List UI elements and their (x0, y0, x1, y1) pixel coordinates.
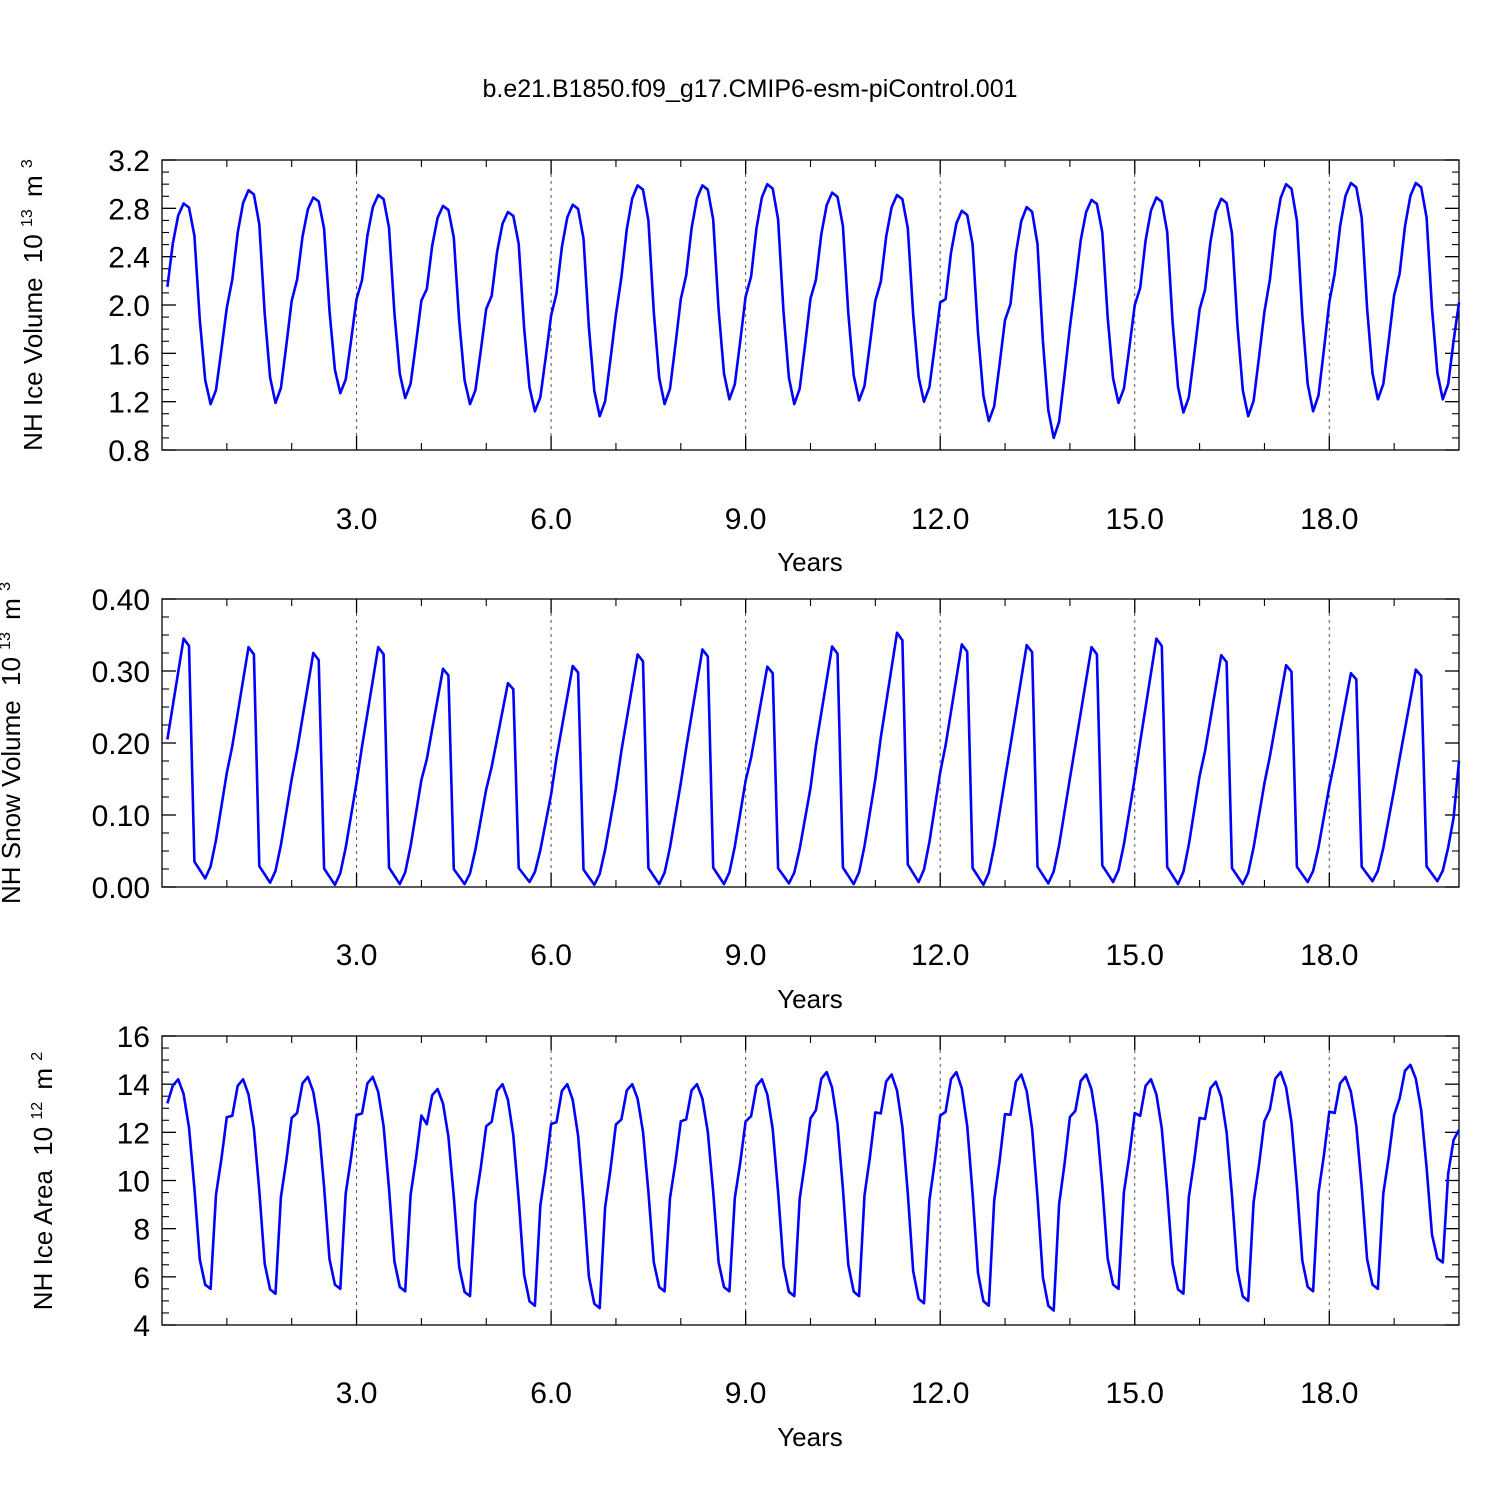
y-tick-label: 10 (117, 1166, 150, 1199)
x-tick-label: 12.0 (911, 939, 969, 972)
y-tick-label: 0.00 (92, 872, 150, 905)
y-axis-unit: m (0, 598, 26, 620)
y-axis-unit-base: 10 (18, 234, 48, 263)
y-axis-unit: m (18, 175, 48, 197)
x-tick-label: 9.0 (725, 939, 767, 972)
x-tick-label: 6.0 (530, 503, 572, 536)
y-axis-unit-base: 10 (0, 657, 26, 686)
x-tick-label: 15.0 (1106, 1377, 1164, 1410)
x-tick-label: 6.0 (530, 1377, 572, 1410)
ice-volume-panel: 3.0 6.0 9.0 12.0 15.0 18.0 0.8 1.2 1.6 2.0 2.4 2.8 3… (8, 145, 1461, 577)
x-tick-label: 6.0 (530, 939, 572, 972)
y-tick-label: 16 (117, 1021, 150, 1054)
x-axis-label: Years (777, 1422, 843, 1452)
y-axis-label: NH Ice Area 10 12 m 2 (18, 1052, 58, 1311)
y-axis-unit-exponent: 13 (19, 209, 36, 227)
y-tick-label: 0.30 (92, 656, 150, 689)
y-axis-quantity: NH Ice Volume (18, 277, 48, 450)
y-tick-label: 3.2 (108, 145, 150, 178)
x-tick-label: 12.0 (911, 1377, 969, 1410)
ice-volume-series-line (166, 181, 1461, 440)
x-tick-label: 3.0 (336, 1377, 378, 1410)
x-tick-label: 9.0 (725, 503, 767, 536)
x-tick-label: 3.0 (336, 939, 378, 972)
y-tick-label: 6 (133, 1262, 150, 1295)
x-tick-label: 15.0 (1106, 939, 1164, 972)
x-axis-label: Years (777, 984, 843, 1014)
y-tick-label: 8 (133, 1214, 150, 1247)
x-tick-label: 12.0 (911, 503, 969, 536)
y-axis-quantity: NH Snow Volume (0, 700, 26, 904)
y-tick-label: 14 (117, 1069, 150, 1102)
y-axis-label: NH Snow Volume 10 13 m 3 (0, 582, 26, 904)
y-tick-label: 1.6 (108, 338, 150, 371)
x-tick-label: 18.0 (1300, 1377, 1358, 1410)
x-tick-label: 9.0 (725, 1377, 767, 1410)
y-axis-unit-power: 3 (0, 582, 14, 591)
y-axis-unit-power: 2 (29, 1052, 46, 1061)
y-tick-label: 4 (133, 1310, 150, 1343)
figure-title: b.e21.B1850.f09_g17.CMIP6-esm-piControl.… (482, 75, 1017, 103)
y-tick-label: 0.10 (92, 800, 150, 833)
y-tick-label: 12 (117, 1117, 150, 1150)
snow-volume-panel: 3.0 6.0 9.0 12.0 15.0 18.0 0.00 0.10 0.20 0.30 0.4… (0, 582, 1461, 1014)
y-axis-quantity: NH Ice Area (28, 1169, 58, 1310)
y-axis-label: NH Ice Volume 10 13 m 3 (8, 159, 48, 451)
y-tick-label: 2.8 (108, 193, 150, 226)
ice-area-panel: 3.0 6.0 9.0 12.0 15.0 18.0 4 6 8 10 12 14 16 Years N… (18, 1021, 1461, 1452)
snow-volume-series-line (166, 631, 1461, 887)
x-axis-label: Years (777, 547, 843, 577)
y-axis-unit-exponent: 12 (29, 1102, 46, 1120)
ice-area-series-line (166, 1063, 1461, 1312)
y-tick-label: 0.20 (92, 728, 150, 761)
y-axis-unit: m (28, 1068, 58, 1090)
x-tick-label: 18.0 (1300, 503, 1358, 536)
y-tick-label: 0.40 (92, 584, 150, 617)
y-tick-label: 2.4 (108, 242, 150, 275)
x-tick-label: 15.0 (1106, 503, 1164, 536)
y-tick-label: 1.2 (108, 387, 150, 420)
y-axis-unit-power: 3 (19, 159, 36, 168)
x-tick-label: 18.0 (1300, 939, 1358, 972)
y-tick-label: 2.0 (108, 290, 150, 323)
y-axis-unit-exponent: 13 (0, 632, 14, 650)
x-tick-label: 3.0 (336, 503, 378, 536)
y-tick-label: 0.8 (108, 435, 150, 468)
y-axis-unit-base: 10 (28, 1127, 58, 1156)
